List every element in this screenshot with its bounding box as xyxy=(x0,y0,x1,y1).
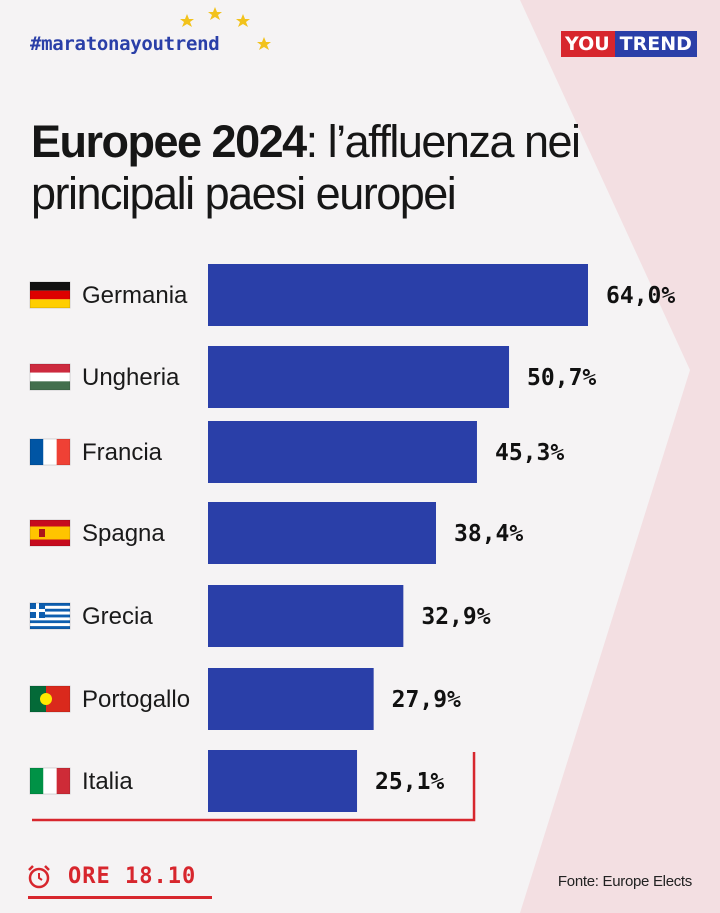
bar xyxy=(208,346,510,408)
bar xyxy=(208,264,588,326)
star-icon xyxy=(180,14,194,27)
category-label: Ungheria xyxy=(82,364,180,391)
star-icon xyxy=(257,37,271,50)
category-label: Spagna xyxy=(82,520,165,547)
category-label: Portogallo xyxy=(82,686,190,713)
category-label: Grecia xyxy=(82,603,153,630)
bar xyxy=(208,750,358,812)
value-label: 38,4% xyxy=(454,521,523,547)
eu-stars-decoration xyxy=(180,7,271,50)
category-label: Italia xyxy=(82,768,133,795)
bar xyxy=(208,421,477,483)
value-label: 45,3% xyxy=(495,440,564,466)
star-icon xyxy=(208,7,222,20)
spain-flag-icon xyxy=(29,519,71,547)
time-underline xyxy=(28,896,212,899)
star-icon xyxy=(236,14,250,27)
title-strong: Europee 2024 xyxy=(31,116,307,167)
bar xyxy=(208,668,374,730)
alarm-clock-icon xyxy=(28,865,50,889)
germany-flag-icon xyxy=(29,281,71,309)
category-label: Germania xyxy=(82,282,188,309)
hungary-flag-icon xyxy=(29,363,71,391)
value-label: 32,9% xyxy=(421,604,490,630)
source-label: Fonte: Europe Elects xyxy=(557,873,692,890)
title-rest: : l’affluenza nei principali paesi europ… xyxy=(31,116,581,219)
hashtag: #maratonayoutrend xyxy=(30,33,220,55)
value-label: 27,9% xyxy=(392,687,461,713)
highlight-bracket xyxy=(32,752,476,822)
youtrend-logo: YOU TREND xyxy=(561,31,697,57)
chart-title: Europee 2024: l’affluenza nei principali… xyxy=(31,116,691,220)
portugal-flag-icon xyxy=(29,685,71,713)
bar xyxy=(208,502,436,564)
france-flag-icon xyxy=(29,438,71,466)
italy-flag-icon xyxy=(29,767,71,795)
bar xyxy=(208,585,404,647)
value-label: 64,0% xyxy=(606,283,675,309)
logo-part-trend: TREND xyxy=(614,31,697,57)
category-label: Francia xyxy=(82,439,163,466)
value-label: 25,1% xyxy=(375,769,444,795)
value-label: 50,7% xyxy=(527,365,596,391)
time-label: ORE 18.10 xyxy=(68,864,197,889)
logo-part-you: YOU xyxy=(561,31,615,57)
greece-flag-icon xyxy=(29,602,71,630)
